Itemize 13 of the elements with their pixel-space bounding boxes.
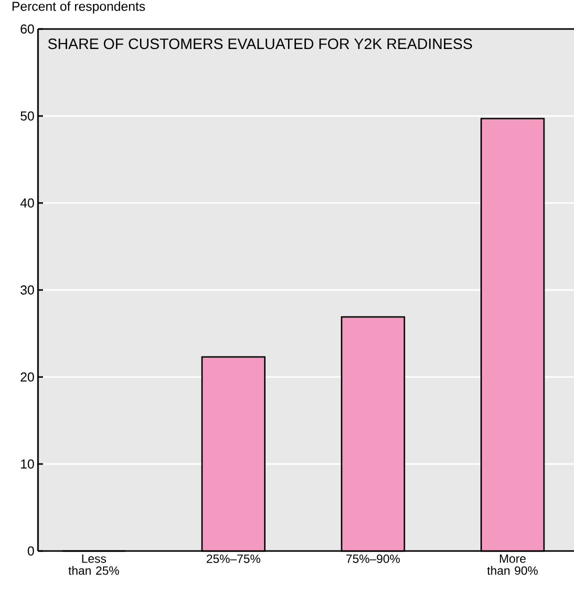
x-tick-label: 75%–90%: [346, 554, 400, 563]
y-axis-title: Percent of respondents: [12, 1, 145, 14]
y-tick-label: 50: [20, 111, 34, 121]
x-tick-label: Less than 25%: [68, 554, 119, 575]
y-tick-label: 60: [20, 24, 34, 34]
y-tick-label: 20: [20, 372, 34, 382]
y-tick-label: 10: [21, 459, 34, 469]
y-tick-label: 30: [20, 285, 34, 295]
y-tick-label: 40: [20, 198, 34, 208]
chart-title: SHARE OF CUSTOMERS EVALUATED FOR Y2K READINESS: [48, 38, 472, 50]
y-tick-label: 0: [28, 546, 34, 556]
x-tick-label: 25%–75%: [206, 554, 260, 563]
x-tick-label: More than 90%: [487, 554, 538, 575]
